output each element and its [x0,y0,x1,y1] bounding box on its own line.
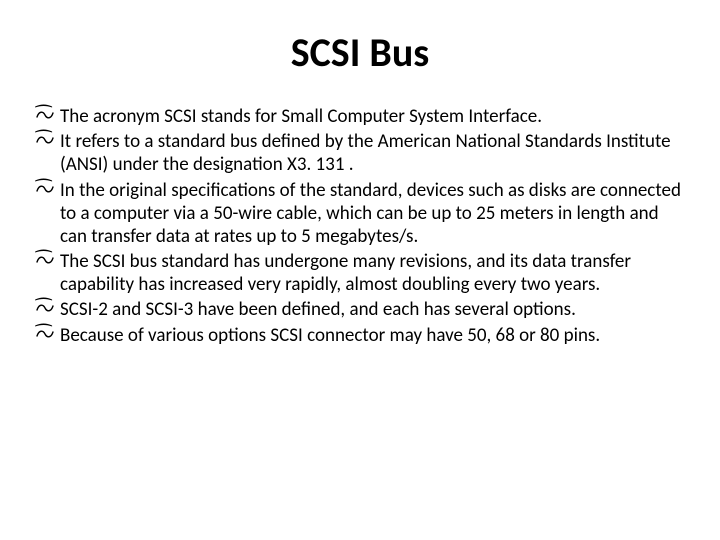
bullet-text: SCSI-2 and SCSI-3 have been defined, and… [60,298,576,321]
slide: SCSI Bus The acronym SCSI stands for Sma… [0,0,720,540]
bullet-list: The acronym SCSI stands for Small Comput… [36,105,684,347]
bullet-text: The acronym SCSI stands for Small Comput… [60,105,542,128]
bullet-text: In the original specifications of the st… [60,179,681,248]
bullet-icon [36,253,54,267]
bullet-icon [36,133,54,147]
bullet-text: The SCSI bus standard has undergone many… [60,250,631,296]
list-item: SCSI-2 and SCSI-3 have been defined, and… [36,298,684,321]
bullet-text: Because of various options SCSI connecto… [60,324,600,347]
bullet-icon [36,182,54,196]
bullet-icon [36,108,54,122]
list-item: Because of various options SCSI connecto… [36,324,684,347]
list-item: It refers to a standard bus defined by t… [36,130,684,176]
bullet-icon [36,327,54,341]
bullet-icon [36,301,54,315]
slide-title: SCSI Bus [36,28,684,77]
bullet-text: It refers to a standard bus defined by t… [60,130,671,176]
list-item: In the original specifications of the st… [36,179,684,249]
list-item: The acronym SCSI stands for Small Comput… [36,105,684,128]
list-item: The SCSI bus standard has undergone many… [36,250,684,296]
